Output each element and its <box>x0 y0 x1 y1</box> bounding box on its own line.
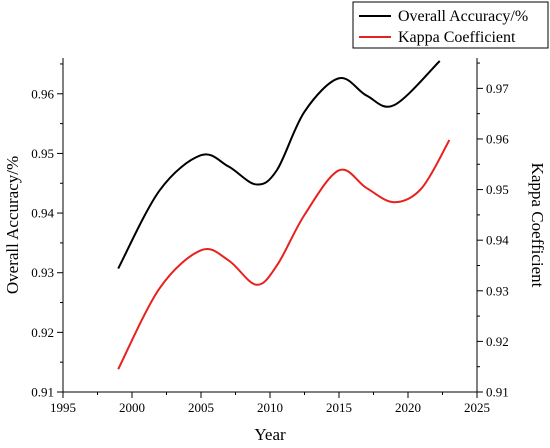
legend-label-kappa: Kappa Coefficient <box>398 29 516 46</box>
left-y-tick-label: 0.95 <box>31 146 54 161</box>
legend-label-overall-accuracy: Overall Accuracy/% <box>398 8 528 25</box>
x-tick-label: 2010 <box>257 400 283 415</box>
left-y-tick-label: 0.91 <box>31 385 54 400</box>
left-y-tick-label: 0.94 <box>31 206 54 221</box>
x-tick-label: 1995 <box>50 400 76 415</box>
right-y-tick-label: 0.97 <box>486 81 509 96</box>
left-y-tick-label: 0.96 <box>31 86 54 101</box>
right-y-tick-label: 0.92 <box>486 334 509 349</box>
x-tick-label: 2000 <box>119 400 145 415</box>
axis-ticks: 1995 2000 2005 2010 2015 2020 20250.910.920.93… <box>31 62 509 415</box>
series-line-kappa-coefficient <box>117 139 451 370</box>
plot-frame <box>62 58 478 393</box>
right-y-axis-title: Kappa Coefficient <box>528 163 547 288</box>
left-y-tick-label: 0.92 <box>31 325 54 340</box>
legend: Overall Accuracy/% Kappa Coefficient <box>352 1 549 49</box>
x-tick-label: 2025 <box>464 400 490 415</box>
series-line-overall-accuracy <box>117 60 441 270</box>
right-y-tick-label: 0.96 <box>486 131 509 146</box>
right-y-tick-label: 0.94 <box>486 233 509 248</box>
right-y-tick-label: 0.93 <box>486 283 509 298</box>
x-axis-title: Year <box>254 425 286 444</box>
series-lines <box>117 60 451 370</box>
right-y-tick-label: 0.91 <box>486 385 509 400</box>
x-tick-label: 2020 <box>395 400 421 415</box>
legend-box <box>352 1 549 49</box>
left-y-tick-label: 0.93 <box>31 265 54 280</box>
x-tick-label: 2005 <box>188 400 214 415</box>
right-y-tick-label: 0.95 <box>486 182 509 197</box>
x-tick-label: 2015 <box>326 400 352 415</box>
left-y-axis-title: Overall Accuracy/% <box>3 156 22 294</box>
